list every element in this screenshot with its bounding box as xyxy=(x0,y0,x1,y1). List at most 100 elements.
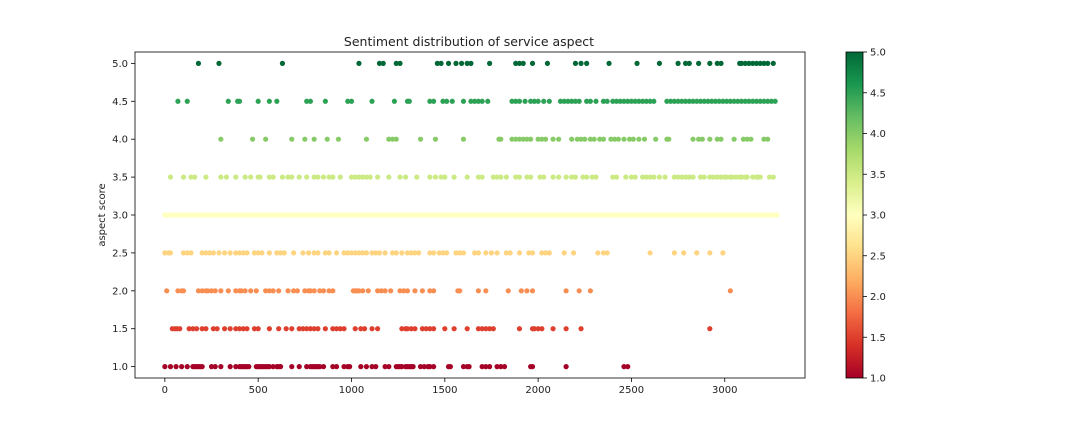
data-point-6-8 xyxy=(363,136,370,142)
data-point-5-55 xyxy=(556,174,562,180)
chart-title: Sentiment distribution of service aspect xyxy=(344,34,594,49)
data-point-5-11 xyxy=(257,174,263,180)
data-point-7-5 xyxy=(255,98,261,104)
data-point-1-31 xyxy=(333,326,340,332)
data-point-5-84 xyxy=(714,174,720,180)
data-point-5-26 xyxy=(352,174,358,180)
data-point-3-59 xyxy=(475,250,481,256)
colorbar: 1.0 1.5 2.0 2.5 3.0 3.5 4.0 4.5 5.0 xyxy=(845,48,886,385)
data-point-7-8 xyxy=(304,98,310,104)
data-point-7-80 xyxy=(738,98,745,104)
data-point-0-12 xyxy=(212,364,218,370)
data-point-0-53 xyxy=(382,364,388,370)
data-point-5-37 xyxy=(432,174,439,180)
data-point-2-7 xyxy=(205,288,211,294)
data-point-7-49 xyxy=(613,98,620,104)
data-point-7-37 xyxy=(557,98,564,104)
data-point-0-54 xyxy=(386,364,392,370)
data-point-1-63 xyxy=(578,326,584,332)
data-point-8-31 xyxy=(707,60,713,66)
data-point-7-23 xyxy=(468,98,474,104)
data-point-6-18 xyxy=(513,136,519,142)
data-point-2-18 xyxy=(263,288,269,294)
data-point-2-21 xyxy=(276,288,282,294)
data-point-5-76 xyxy=(679,174,685,180)
data-point-7-30 xyxy=(516,98,523,104)
data-point-8-20 xyxy=(544,60,551,66)
data-point-5-8 xyxy=(242,174,248,180)
data-point-6-57 xyxy=(761,136,767,142)
x-tick-label: 0 xyxy=(162,385,168,396)
x-tick-label: 1000 xyxy=(339,385,364,396)
data-point-3-15 xyxy=(240,250,246,256)
data-point-8-2 xyxy=(279,60,286,66)
data-point-6-29 xyxy=(574,136,580,142)
data-point-7-40 xyxy=(569,98,575,104)
data-point-7-50 xyxy=(617,98,623,104)
data-point-5-18 xyxy=(304,174,310,180)
data-point-6-43 xyxy=(641,136,648,142)
data-point-8-19 xyxy=(529,60,536,66)
data-point-8-26 xyxy=(656,60,663,66)
data-point-1-45 xyxy=(423,326,429,332)
data-point-6-24 xyxy=(539,136,545,142)
data-point-5-9 xyxy=(248,174,254,180)
data-point-3-5 xyxy=(188,250,194,256)
data-point-8-21 xyxy=(572,60,579,66)
data-point-8-39 xyxy=(753,60,760,66)
data-point-3-75 xyxy=(604,250,610,256)
data-point-3-54 xyxy=(444,250,450,256)
data-point-1-11 xyxy=(221,326,228,332)
data-point-3-26 xyxy=(305,250,312,256)
data-point-1-34 xyxy=(352,326,358,332)
data-point-0-36 xyxy=(304,364,310,370)
data-point-7-18 xyxy=(431,98,437,104)
data-point-8-3 xyxy=(356,60,362,66)
data-point-2-11 xyxy=(225,288,231,294)
data-point-7-54 xyxy=(632,98,638,104)
data-point-7-89 xyxy=(772,98,778,104)
data-point-3-3 xyxy=(180,250,187,256)
data-point-5-28 xyxy=(360,174,366,180)
data-point-3-81 xyxy=(720,250,726,256)
data-point-0-4 xyxy=(184,364,190,370)
data-point-5-100 xyxy=(770,174,776,180)
data-point-3-65 xyxy=(516,250,523,256)
data-point-0-76 xyxy=(487,364,493,370)
data-point-1-3 xyxy=(177,326,183,332)
data-point-2-4 xyxy=(195,288,202,294)
data-point-5-3 xyxy=(192,174,198,180)
data-point-3-30 xyxy=(326,250,332,256)
data-point-3-6 xyxy=(199,250,205,256)
data-point-2-42 xyxy=(388,288,394,294)
data-point-6-14 xyxy=(460,136,467,142)
data-point-1-27 xyxy=(311,326,317,332)
data-point-5-69 xyxy=(643,174,649,180)
data-point-2-9 xyxy=(212,288,218,294)
data-point-7-9 xyxy=(307,98,314,104)
data-point-2-28 xyxy=(311,288,317,294)
data-point-2-10 xyxy=(218,288,224,294)
data-point-0-34 xyxy=(289,364,295,370)
data-point-7-12 xyxy=(348,98,355,104)
data-point-8-8 xyxy=(434,60,440,66)
data-point-6-25 xyxy=(542,136,549,142)
data-point-2-36 xyxy=(356,288,362,294)
data-point-1-50 xyxy=(464,326,470,332)
data-point-5-74 xyxy=(671,174,677,180)
data-point-7-60 xyxy=(664,98,670,104)
data-point-5-1 xyxy=(180,174,187,180)
data-point-5-85 xyxy=(718,174,724,180)
data-point-6-38 xyxy=(615,136,621,142)
colorbar-tick-label: 3.5 xyxy=(870,170,886,181)
data-point-0-49 xyxy=(358,364,364,370)
data-point-3-66 xyxy=(526,250,532,256)
data-point-3-23 xyxy=(281,250,287,256)
data-point-7-69 xyxy=(697,98,704,104)
data-point-2-45 xyxy=(404,288,411,294)
data-point-2-20 xyxy=(270,288,276,294)
colorbar-gradient xyxy=(846,52,863,378)
data-point-7-70 xyxy=(701,98,707,104)
data-point-2-24 xyxy=(294,288,300,294)
